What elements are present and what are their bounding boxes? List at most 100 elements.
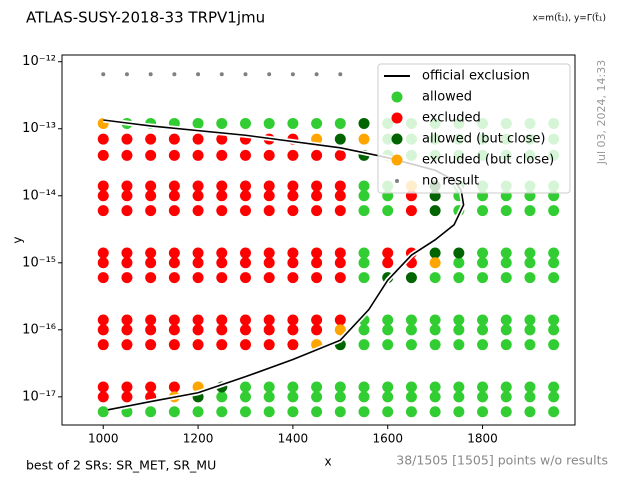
point <box>287 391 299 403</box>
point <box>97 133 109 145</box>
y-tick-label: 10⁻¹³ <box>22 121 56 136</box>
point <box>145 149 157 161</box>
point <box>311 391 323 403</box>
legend-label: excluded (but close) <box>422 153 554 168</box>
point <box>145 247 157 259</box>
point <box>216 133 228 145</box>
point <box>524 247 536 259</box>
point <box>524 314 536 326</box>
point <box>121 133 133 145</box>
point <box>263 391 275 403</box>
point <box>311 190 323 202</box>
point <box>358 406 370 418</box>
point <box>145 406 157 418</box>
point <box>500 391 512 403</box>
point <box>239 406 251 418</box>
point <box>311 247 323 259</box>
point <box>477 324 489 336</box>
point <box>334 381 346 393</box>
point <box>334 133 346 145</box>
point <box>429 205 441 217</box>
point <box>311 117 323 129</box>
point <box>334 180 346 192</box>
point <box>287 324 299 336</box>
point <box>382 406 394 418</box>
point <box>287 272 299 284</box>
x-tick-label: 1600 <box>372 432 403 446</box>
point <box>168 205 180 217</box>
y-tick-label: 10⁻¹⁵ <box>22 255 56 270</box>
point <box>168 314 180 326</box>
legend-box <box>377 63 571 194</box>
legend-marker <box>391 154 403 166</box>
point <box>263 314 275 326</box>
point <box>453 381 465 393</box>
point <box>358 339 370 351</box>
point <box>168 257 180 269</box>
point <box>453 257 465 269</box>
point <box>405 381 417 393</box>
point <box>145 381 157 393</box>
point <box>121 314 133 326</box>
point <box>101 72 106 77</box>
point <box>192 406 204 418</box>
point <box>216 149 228 161</box>
point <box>145 133 157 145</box>
point <box>453 339 465 351</box>
chart-subtitle: x=m(t̃₁), y=Γ(t̃₁) <box>532 12 606 24</box>
point <box>500 247 512 259</box>
point <box>453 272 465 284</box>
point <box>145 314 157 326</box>
point <box>239 149 251 161</box>
point <box>97 381 109 393</box>
point <box>311 406 323 418</box>
point <box>239 190 251 202</box>
legend-label: excluded <box>422 111 481 126</box>
point <box>405 314 417 326</box>
point <box>148 72 153 77</box>
point <box>192 133 204 145</box>
point <box>287 314 299 326</box>
point <box>358 257 370 269</box>
point <box>263 149 275 161</box>
point <box>405 205 417 217</box>
point <box>216 180 228 192</box>
point <box>334 324 346 336</box>
point <box>216 406 228 418</box>
point <box>382 205 394 217</box>
point <box>334 117 346 129</box>
plot-area <box>97 72 560 418</box>
point <box>216 247 228 259</box>
point <box>216 272 228 284</box>
x-axis-label: x <box>324 455 331 469</box>
point <box>145 190 157 202</box>
y-axis-label: y <box>11 236 25 243</box>
point <box>477 391 489 403</box>
point <box>477 257 489 269</box>
point <box>216 205 228 217</box>
point <box>263 406 275 418</box>
point <box>524 406 536 418</box>
point <box>405 391 417 403</box>
point <box>311 272 323 284</box>
point <box>429 381 441 393</box>
point <box>121 272 133 284</box>
point <box>358 272 370 284</box>
point <box>145 272 157 284</box>
point <box>97 391 109 403</box>
point <box>477 381 489 393</box>
point <box>358 391 370 403</box>
point <box>97 205 109 217</box>
point <box>548 272 560 284</box>
point <box>239 247 251 259</box>
point <box>121 247 133 259</box>
point <box>429 339 441 351</box>
point <box>311 381 323 393</box>
legend-label: no result <box>422 174 479 189</box>
point <box>287 257 299 269</box>
point <box>477 247 489 259</box>
point <box>168 133 180 145</box>
point <box>548 406 560 418</box>
point <box>453 406 465 418</box>
y-tick-label: 10⁻¹⁷ <box>22 389 56 404</box>
